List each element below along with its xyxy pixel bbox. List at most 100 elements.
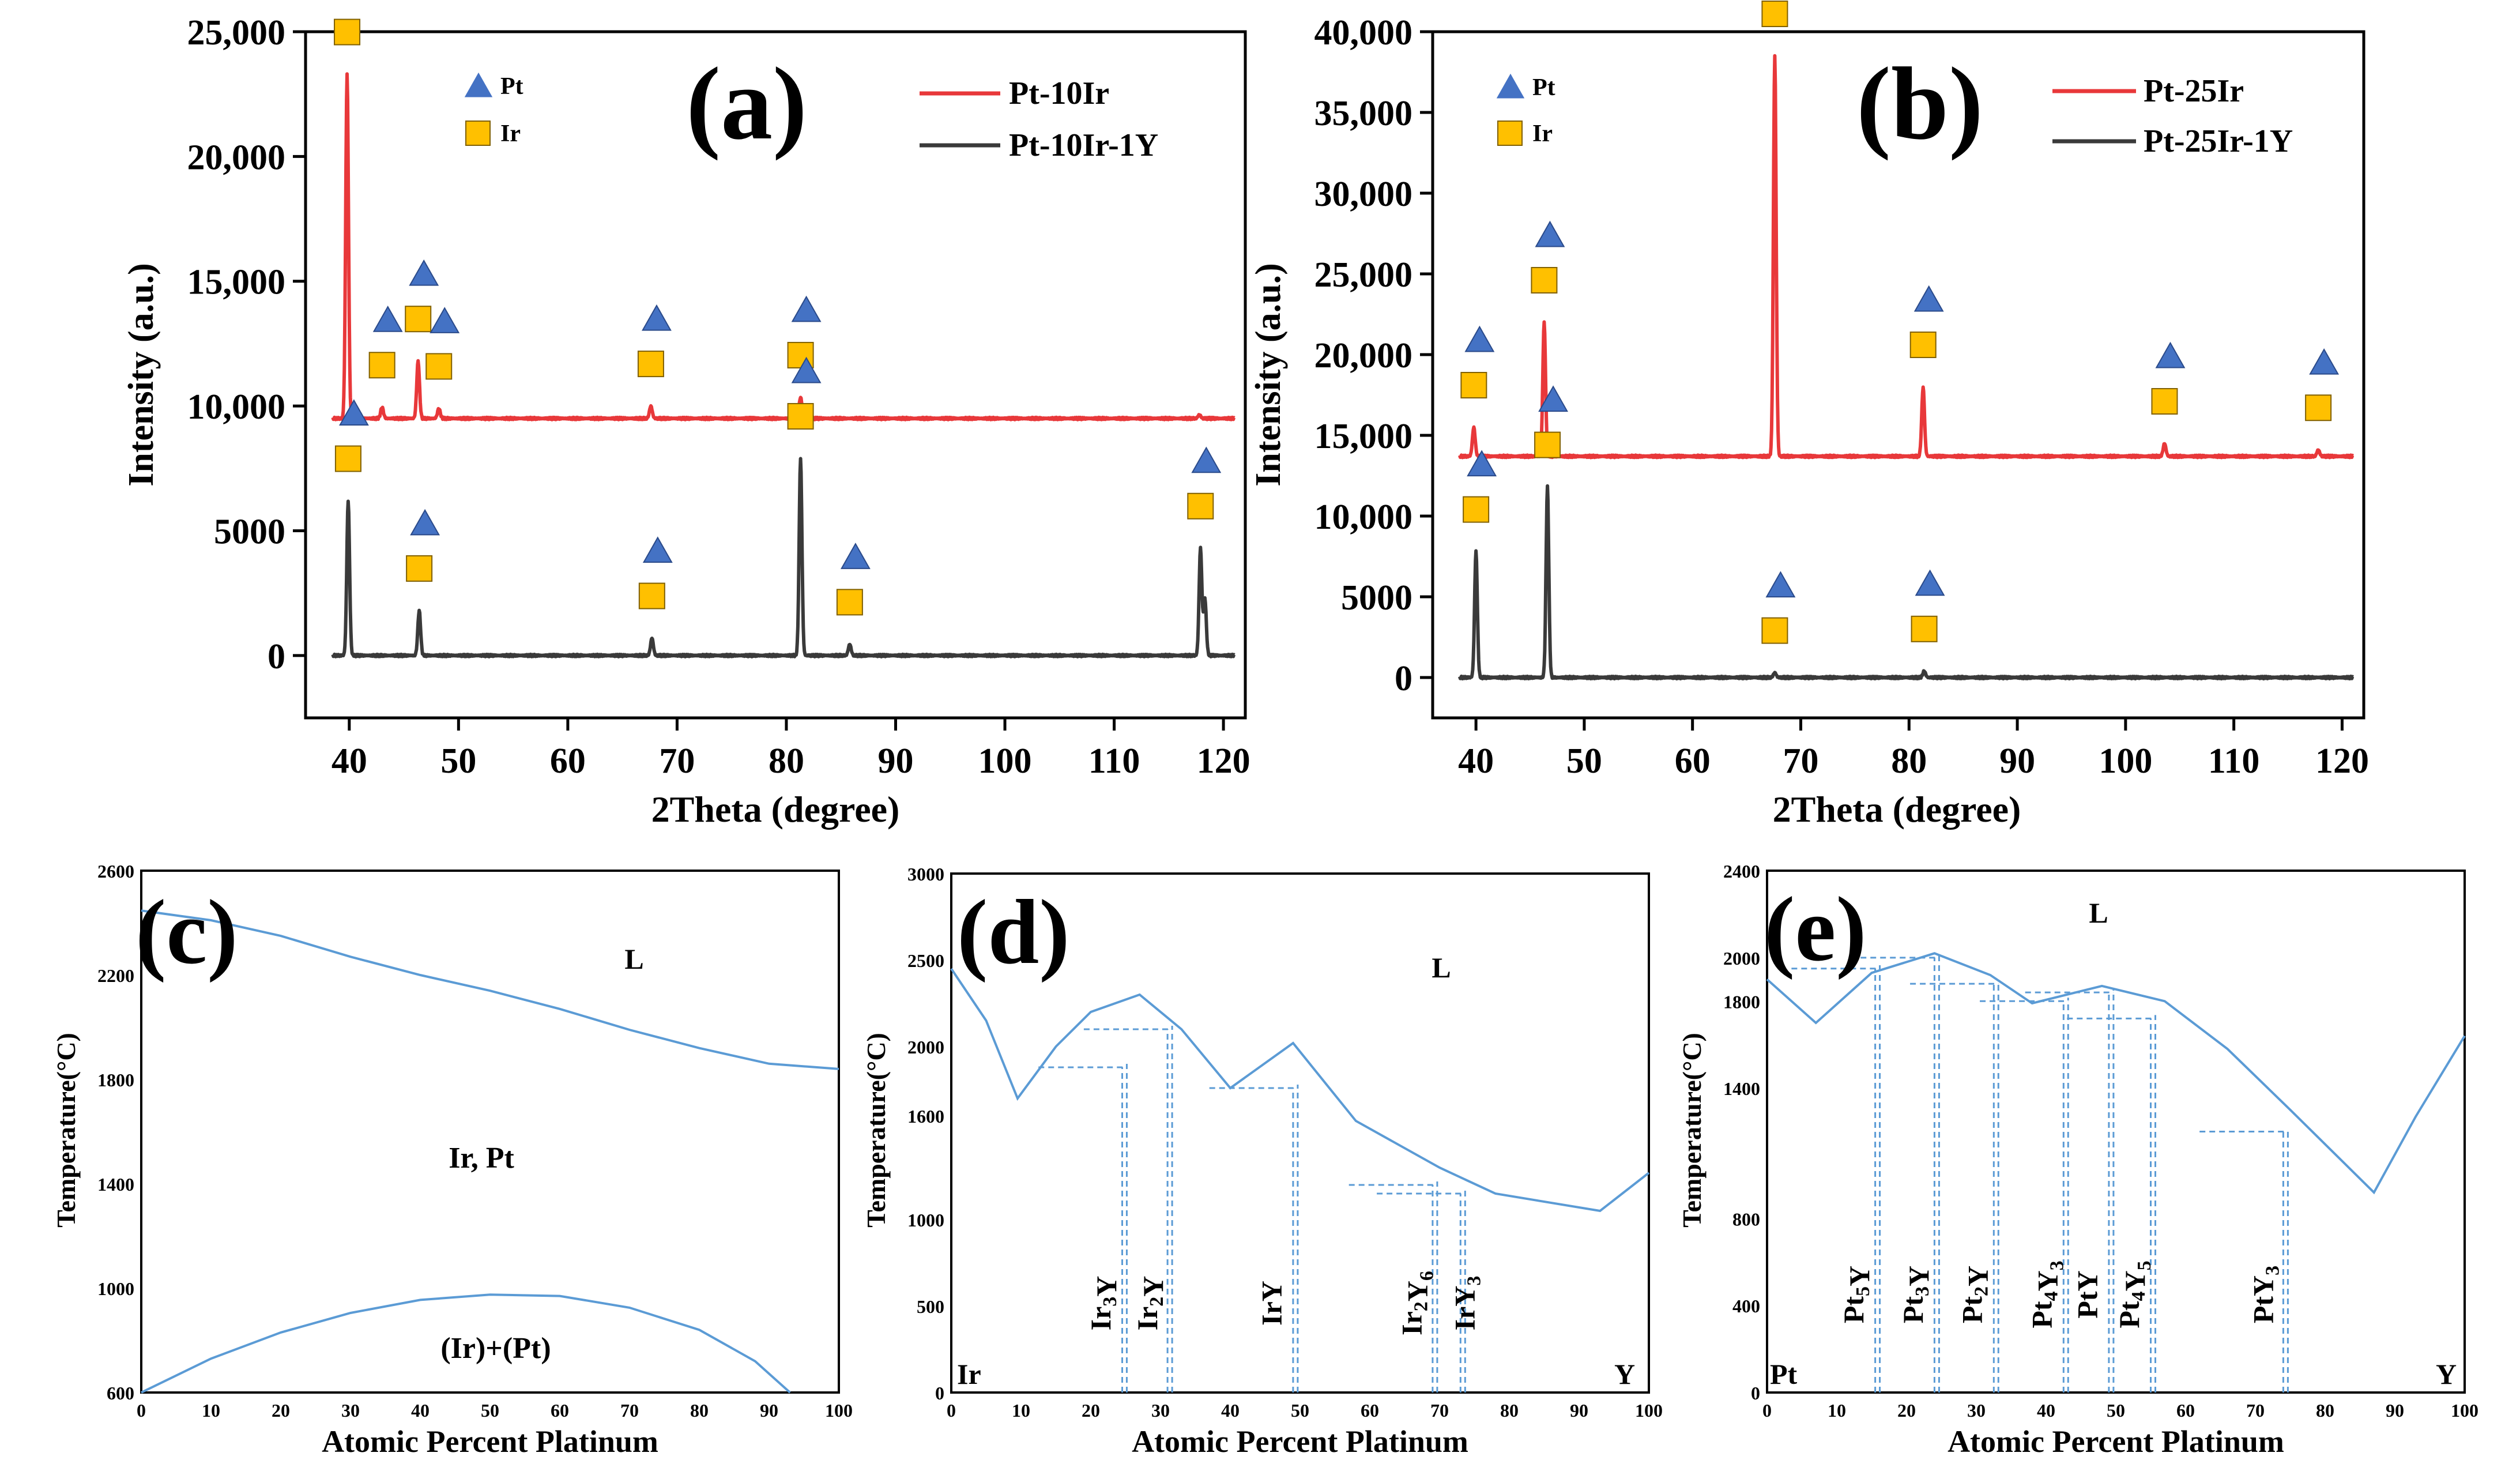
- phase-label-part: Pt: [1897, 1296, 1929, 1324]
- ir-peak-marker: [334, 18, 361, 46]
- phase-label-part: 4: [2128, 1291, 2149, 1301]
- panel-d-label: (d): [957, 880, 1070, 983]
- phase-label: Pt4Y5: [2113, 1260, 2155, 1328]
- y-tick-label: 0: [268, 637, 285, 676]
- legend-pt10ir-label: Pt-10Ir: [1009, 76, 1109, 111]
- y-tick-label: 1800: [97, 1070, 134, 1090]
- phase-label-part: Y: [1402, 1281, 1434, 1301]
- corner-pt: Pt: [1770, 1358, 1798, 1390]
- pt-peak-marker: [2155, 341, 2186, 368]
- phase-label: Pt4Y3: [2026, 1260, 2068, 1328]
- x-tick-label: 100: [2451, 1400, 2478, 1421]
- x-tick-label: 60: [1675, 742, 1711, 781]
- phase-label-part: PtY: [2247, 1275, 2279, 1323]
- panel-e-ylabel: Temperature(°C): [1677, 1033, 1707, 1228]
- phase-label-part: Ir: [1396, 1311, 1428, 1335]
- ir-peak-marker: [2305, 394, 2332, 422]
- x-tick-label: 70: [1430, 1400, 1449, 1421]
- region-L: L: [2089, 897, 2108, 929]
- panel-e: 0 10 20 30 40 50 60 70 80 90 100 0 400 800 1400 1800 200…: [1677, 861, 2478, 1459]
- phase-label-part: 4: [2041, 1291, 2062, 1301]
- legend-ir-label: Ir: [1532, 121, 1553, 147]
- y-tick-label: 1600: [907, 1106, 944, 1127]
- x-tick-label: 90: [1570, 1400, 1588, 1421]
- phase-label-part: PtY: [2071, 1270, 2103, 1318]
- phase-label: IrY: [1255, 1281, 1287, 1326]
- x-tick-label: 110: [2208, 742, 2260, 781]
- pt-peak-marker: [410, 509, 440, 536]
- x-tick-label: 60: [550, 742, 586, 781]
- y-tick-label: 600: [107, 1383, 134, 1403]
- ir-peak-marker: [2151, 388, 2178, 415]
- panel-e-frame: [1766, 870, 2466, 1394]
- panel-b-line-legend: Pt-25Ir Pt-25Ir-1Y: [2052, 73, 2293, 159]
- x-tick-label: 70: [659, 742, 695, 781]
- pt-peak-marker: [791, 295, 822, 322]
- phase-boundary: [141, 909, 839, 1070]
- y-tick-label: 10,000: [187, 387, 286, 427]
- panel-a: 40 50 60 70 80 90 100 110 120 0 5000 10,000 15,000 20…: [122, 13, 1250, 830]
- x-tick-label: 60: [1361, 1400, 1379, 1421]
- y-tick-label: 1400: [97, 1174, 134, 1195]
- phase-label-part: 2: [1971, 1286, 1992, 1296]
- x-tick-label: 90: [760, 1400, 778, 1421]
- y-tick-label: 1400: [1723, 1078, 1760, 1099]
- panel-b-symbol-legend: Pt Ir: [1496, 73, 1555, 147]
- legend-pt25ir1y-label: Pt-25Ir-1Y: [2144, 123, 2293, 159]
- x-tick-label: 40: [332, 742, 367, 781]
- x-tick-label: 20: [1082, 1400, 1100, 1421]
- region-ir-pt: Ir, Pt: [449, 1142, 514, 1175]
- x-tick-label: 100: [978, 742, 1032, 781]
- y-tick-label: 20,000: [187, 138, 286, 177]
- panel-b-label: (b): [1856, 46, 1983, 161]
- x-tick-label: 80: [2316, 1400, 2334, 1421]
- phase-label-part: IrY: [1449, 1286, 1481, 1331]
- y-tick-label: 800: [1732, 1209, 1760, 1229]
- x-tick-label: 30: [341, 1400, 360, 1421]
- y-tick-label: 1000: [97, 1278, 134, 1299]
- phase-label: Ir2Y6: [1396, 1271, 1438, 1335]
- x-tick-label: 70: [2246, 1400, 2265, 1421]
- legend-triangle-icon: [464, 72, 493, 97]
- ir-peak-marker: [1534, 431, 1561, 458]
- ir-peak-marker: [1761, 1, 1788, 27]
- legend-pt-label: Pt: [1532, 74, 1555, 101]
- y-tick-label: 1800: [1723, 991, 1760, 1012]
- phase-label-part: Y: [1843, 1266, 1875, 1286]
- ir-peak-marker: [1911, 615, 1938, 642]
- x-tick-label: 120: [1197, 742, 1250, 781]
- x-tick-label: 80: [690, 1400, 709, 1421]
- legend-pt25ir-label: Pt-25Ir: [2144, 73, 2244, 109]
- phase-label-part: 3: [1099, 1297, 1121, 1307]
- x-tick-label: 10: [1012, 1400, 1030, 1421]
- x-tick-label: 20: [272, 1400, 290, 1421]
- y-tick-label: 10,000: [1314, 498, 1413, 537]
- panel-d-ylabel: Temperature(°C): [861, 1033, 891, 1228]
- phase-label-part: 3: [2047, 1260, 2068, 1270]
- phase-boundary: [1766, 952, 2466, 1195]
- x-tick-label: 60: [2176, 1400, 2195, 1421]
- pt-peak-marker: [642, 536, 673, 563]
- x-tick-label: 100: [825, 1400, 853, 1421]
- y-tick-label: 500: [917, 1296, 944, 1317]
- phase-label-part: 3: [1464, 1276, 1485, 1286]
- series-line-alloy-y: [331, 457, 1236, 658]
- x-tick-label: 0: [1762, 1400, 1772, 1421]
- panel-b-xlabel: 2Theta (degree): [1773, 789, 2021, 830]
- y-tick-label: 0: [1395, 659, 1412, 698]
- panel-d: 0 10 20 30 40 50 60 70 80 90 100050010001600200025…: [861, 864, 1663, 1459]
- phase-label-part: Y: [1137, 1276, 1169, 1297]
- pt-peak-marker: [2309, 348, 2340, 375]
- y-tick-label: 2200: [97, 965, 134, 986]
- panel-c-label: (c): [135, 880, 238, 983]
- x-tick-label: 40: [411, 1400, 430, 1421]
- phase-label-part: 3: [2262, 1266, 2283, 1275]
- panel-a-xlabel: 2Theta (degree): [651, 789, 900, 830]
- x-tick-label: 30: [1967, 1400, 1986, 1421]
- x-tick-label: 90: [1999, 742, 2035, 781]
- pt-peak-marker: [430, 307, 460, 333]
- ir-peak-marker: [1187, 492, 1214, 520]
- phase-label-part: Pt: [1837, 1296, 1870, 1324]
- ir-peak-marker: [638, 582, 665, 609]
